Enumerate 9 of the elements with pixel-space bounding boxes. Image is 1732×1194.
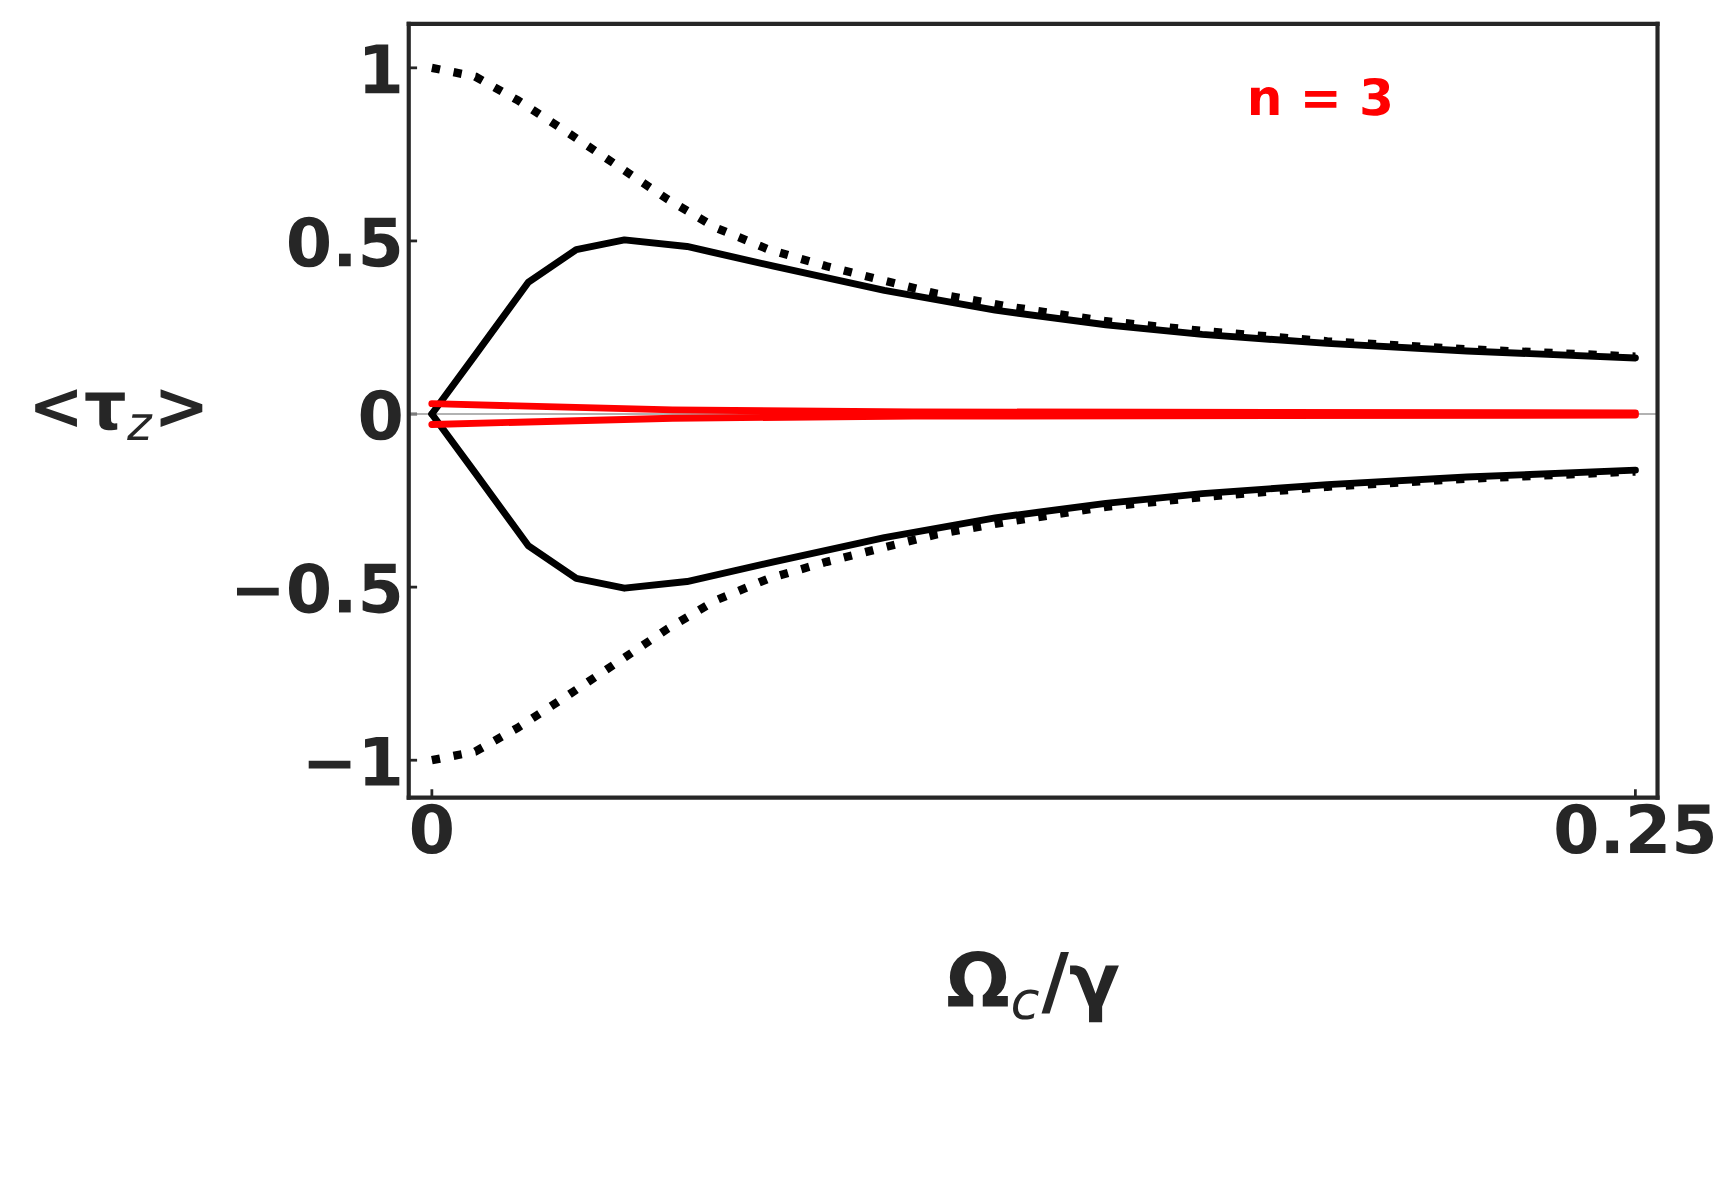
y-tick-label: 1 [365, 44, 400, 94]
x-axis-title: Ω$_{c}$/γ [948, 950, 1119, 1023]
x-tick-label: 0.25 [1556, 803, 1713, 855]
y-tick-label: −0.5 [237, 562, 400, 614]
y-tick-label: −1 [308, 736, 400, 786]
annotation: n = 3 [1251, 77, 1390, 116]
y-tick-label: 0 [360, 389, 401, 441]
y-axis-title: <τ$_{z}$> [35, 389, 203, 440]
y-tick-label: 0.5 [288, 216, 400, 268]
